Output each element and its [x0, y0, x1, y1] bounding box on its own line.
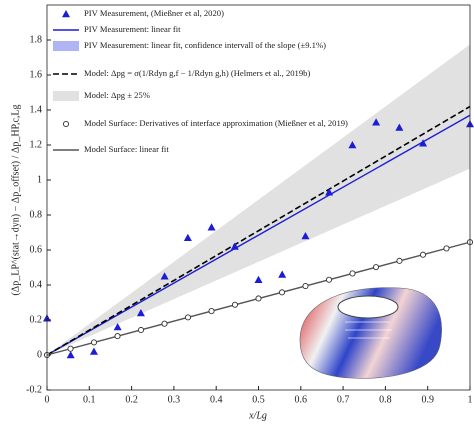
- data-point: [255, 295, 262, 302]
- data-point: [419, 139, 428, 147]
- x-tick-label: 0.7: [337, 394, 350, 405]
- data-point: [254, 275, 263, 283]
- y-tick-label: 1.2: [30, 139, 43, 150]
- data-point: [231, 301, 239, 308]
- legend-label: Model Surface: linear fit: [84, 144, 169, 154]
- legend-swatch: [53, 91, 79, 101]
- x-axis-label: x/Lg: [248, 410, 267, 421]
- y-tick-label: 0.6: [30, 244, 43, 255]
- x-tick-label: 0.3: [168, 394, 181, 405]
- data-point: [207, 223, 216, 231]
- x-tick-label: 0.5: [252, 394, 265, 405]
- y-tick-label: 1.4: [30, 104, 43, 115]
- data-point: [349, 270, 356, 277]
- inset-image: [299, 287, 442, 379]
- y-tick-label: 1: [37, 174, 42, 185]
- data-point: [160, 272, 169, 280]
- data-point: [278, 289, 286, 296]
- x-tick-label: 0.6: [295, 394, 308, 405]
- data-point: [278, 270, 287, 278]
- data-point: [325, 188, 334, 196]
- y-tick-label: -0.2: [26, 384, 42, 395]
- legend-label: PIV Measurement, (Mießner et al, 2020): [84, 8, 224, 18]
- data-point: [419, 251, 427, 258]
- data-point: [67, 345, 74, 352]
- y-tick-label: 0.8: [30, 209, 43, 220]
- legend-label: Model: Δpg ± 25%: [84, 90, 150, 100]
- legend-label: Model: Δpg = σ(1/Rdyn g,f − 1/Rdyn g,h) …: [84, 68, 310, 78]
- data-point: [443, 245, 450, 252]
- x-tick-label: 0.8: [379, 394, 392, 405]
- data-point: [302, 282, 309, 290]
- data-point: [348, 141, 357, 149]
- x-tick-label: 0.2: [125, 394, 138, 405]
- legend-label: PIV Measurement: linear fit, confidence …: [84, 40, 326, 50]
- confidence-band: [47, 44, 470, 355]
- data-point: [325, 276, 333, 283]
- x-tick-label: 0: [45, 394, 50, 405]
- data-point: [136, 309, 145, 317]
- data-point: [372, 264, 380, 271]
- data-point: [161, 320, 168, 327]
- x-tick-label: 0.9: [421, 394, 434, 405]
- data-point: [396, 257, 403, 264]
- x-tick-label: 1: [468, 394, 473, 405]
- data-point: [113, 323, 122, 331]
- y-tick-label: 1.6: [30, 69, 43, 80]
- data-point: [66, 351, 75, 359]
- plot-area: PIV Measurement, (Mießner et al, 2020) PI…: [43, 8, 474, 359]
- legend-marker: [62, 10, 70, 18]
- data-point: [301, 232, 310, 240]
- legend-marker: [62, 120, 70, 128]
- data-point: [90, 339, 98, 346]
- data-point: [208, 308, 215, 315]
- legend-swatch: [53, 41, 79, 51]
- y-tick-label: 1.8: [30, 34, 43, 45]
- x-tick-label: 0.4: [210, 394, 223, 405]
- y-tick-label: 0.4: [30, 279, 43, 290]
- y-tick-label: 0.2: [30, 314, 43, 325]
- legend-label: PIV Measurement: linear fit: [84, 24, 181, 34]
- data-point: [89, 347, 98, 355]
- fit-line: [46, 114, 471, 356]
- data-point: [184, 314, 192, 321]
- data-point: [137, 326, 145, 334]
- data-point: [395, 123, 404, 131]
- x-tick-label: 0.1: [83, 394, 96, 405]
- legend-label: Model Surface: Derivatives of interface …: [84, 118, 348, 128]
- y-tick-label: 0: [37, 349, 42, 360]
- fit-line: [46, 105, 471, 356]
- y-axis-label: (Δp_LP^(stat→dyn) − Δp_offset) / Δp_HP,c…: [10, 104, 21, 295]
- data-point: [230, 242, 239, 250]
- data-point: [114, 333, 121, 340]
- data-point: [183, 233, 192, 241]
- data-point: [372, 118, 381, 126]
